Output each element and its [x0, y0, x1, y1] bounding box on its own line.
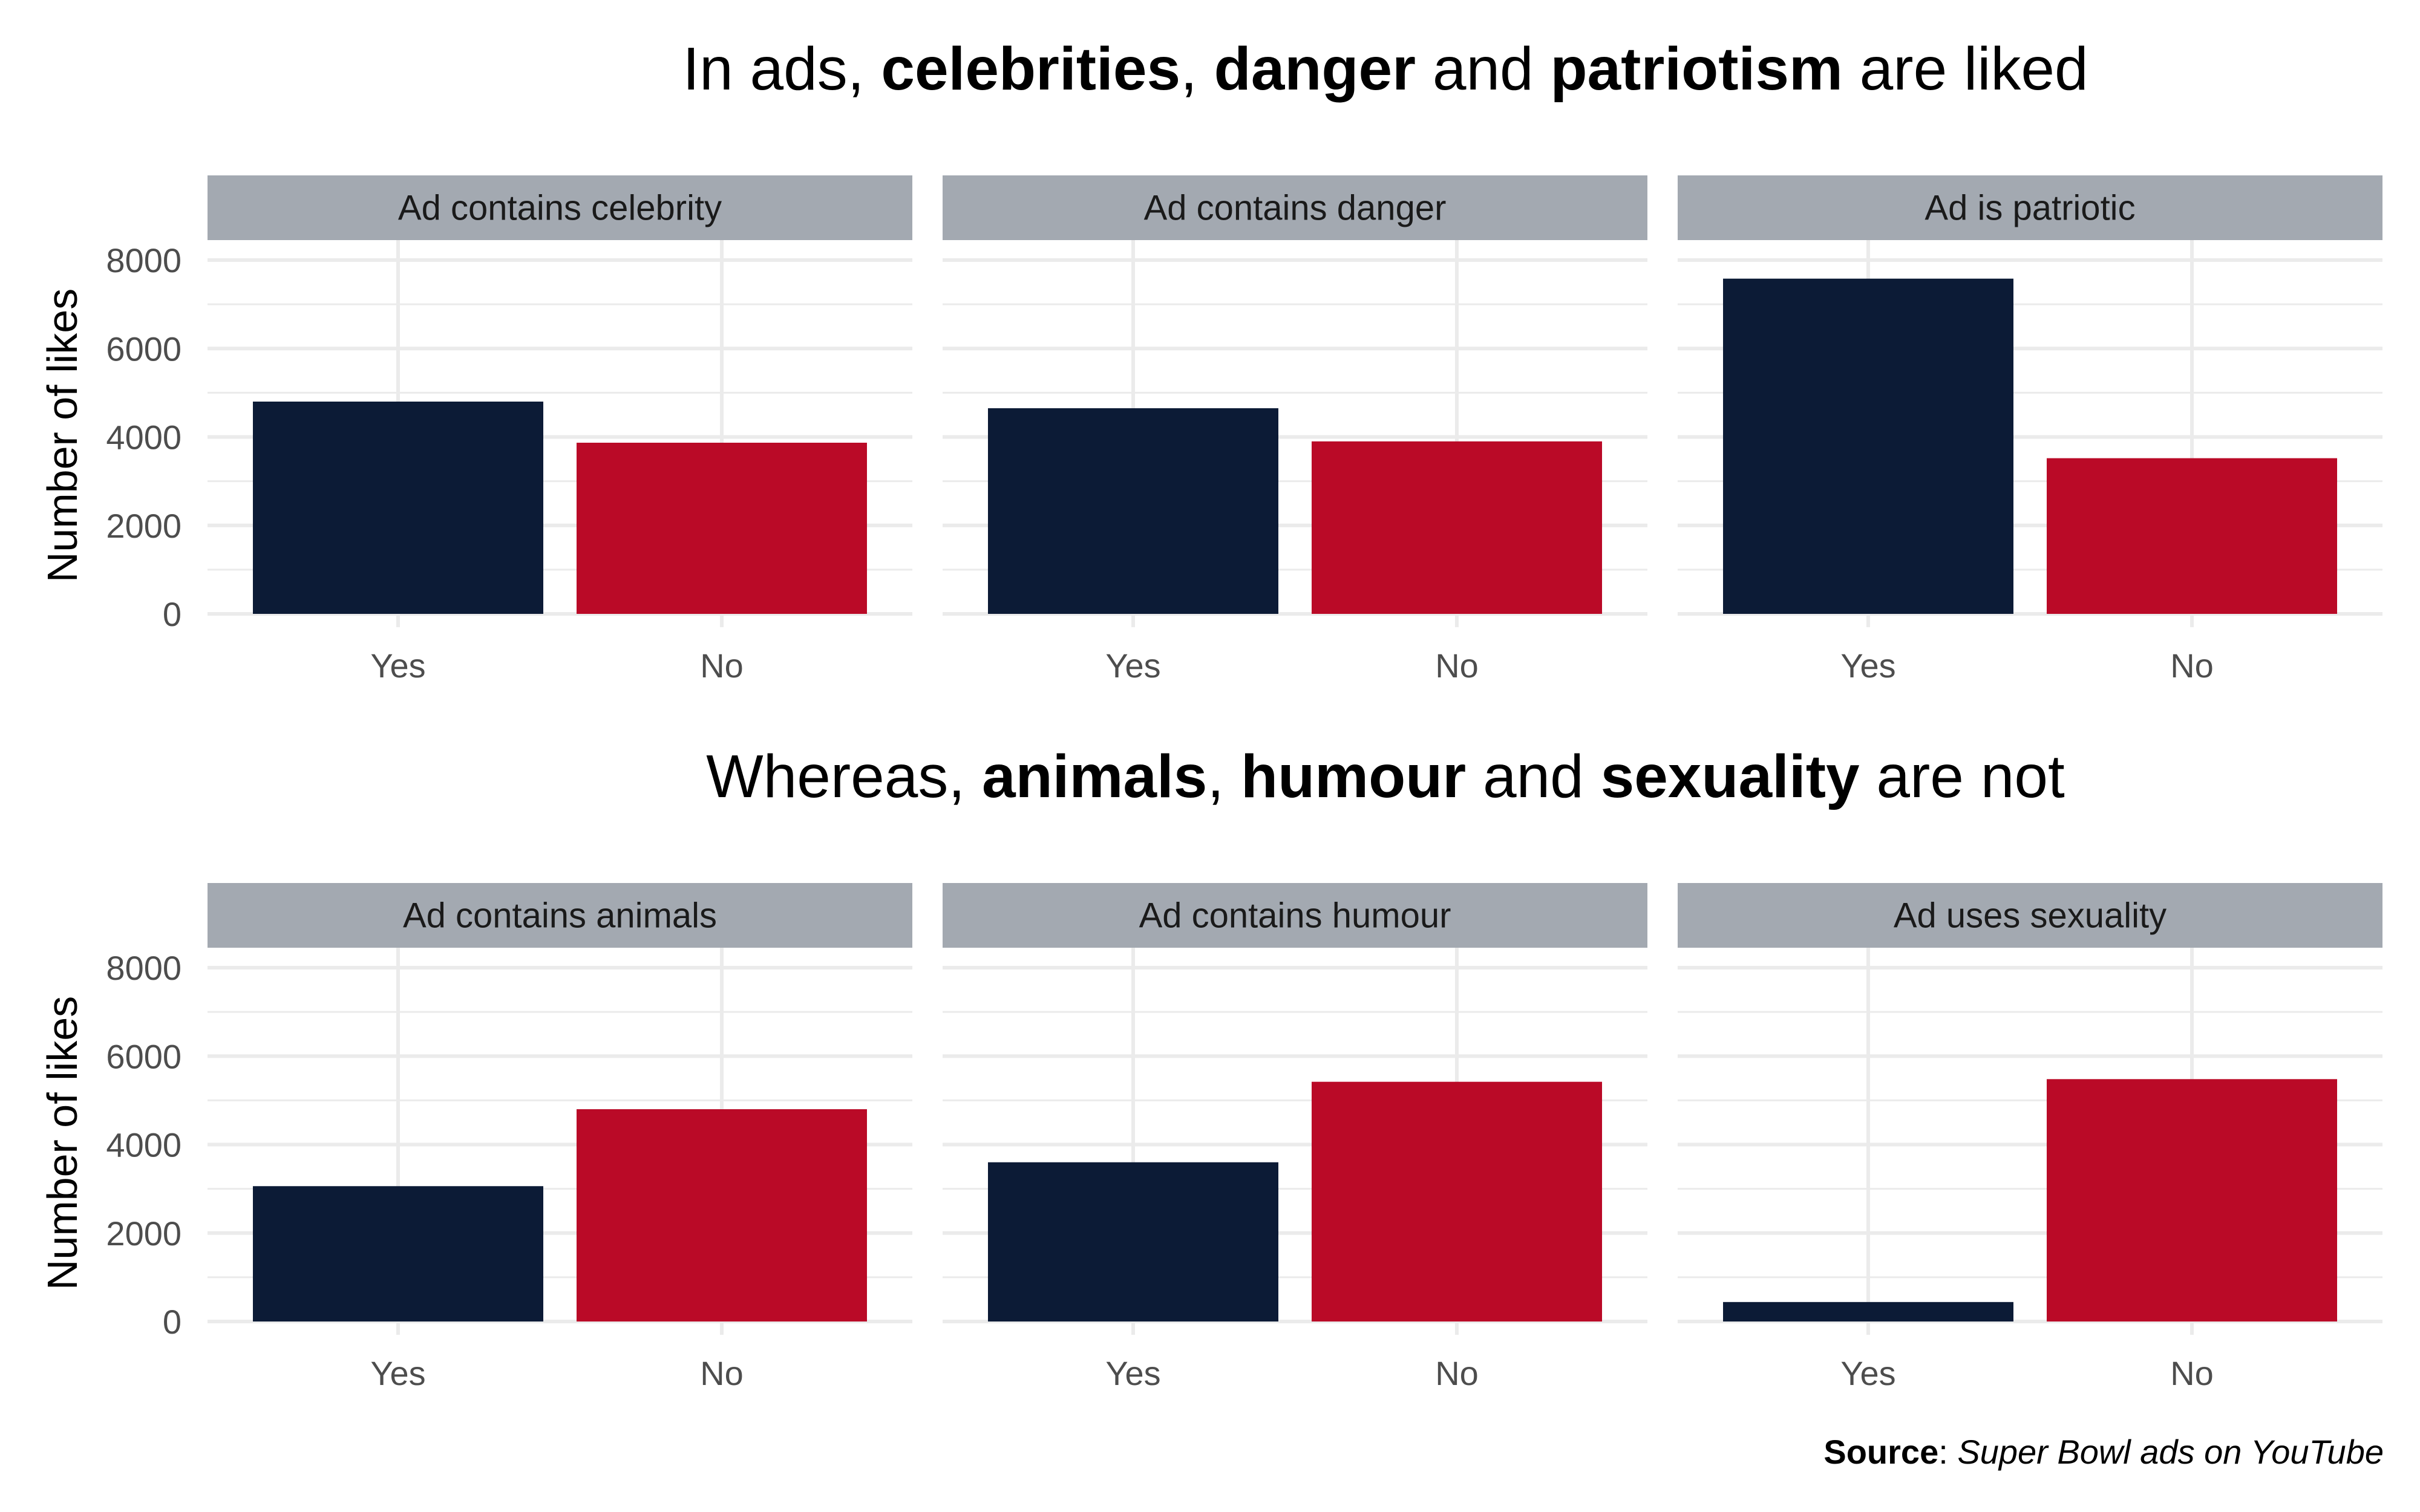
x-tick-label: No [700, 1354, 744, 1392]
facet-strip-label: Ad uses sexuality [1894, 896, 2167, 936]
x-tick-label: Yes [1105, 647, 1160, 685]
y-tick-label: 6000 [106, 1037, 182, 1075]
bar-no [1312, 441, 1602, 614]
facet-panel: Ad uses sexuality Yes No [1678, 883, 2382, 1392]
bar-no [577, 1109, 867, 1321]
facet-strip [943, 175, 1647, 240]
y-tick-label: 2000 [106, 1214, 182, 1253]
row-2-title: Whereas, animals, humour and sexuality a… [706, 743, 2065, 810]
x-tick-label: Yes [370, 1354, 425, 1392]
bar-yes [253, 402, 543, 614]
facet-strip [1678, 883, 2382, 948]
y-tick-label: 8000 [106, 949, 182, 987]
x-tick-label: Yes [1105, 1354, 1160, 1392]
y-tick-label: 2000 [106, 507, 182, 545]
facet-strip-label: Ad contains danger [1144, 189, 1447, 228]
facet-strip [208, 175, 912, 240]
bar-no [1312, 1081, 1602, 1321]
y-tick-label: 0 [163, 595, 182, 633]
bar-no [2047, 458, 2337, 614]
facet-strip-label: Ad is patriotic [1925, 189, 2135, 228]
y-tick-label: 4000 [106, 419, 182, 457]
bar-yes [253, 1186, 543, 1321]
facet-panel: Ad contains celebrity Yes No 0 2000 4000 6000 8… [106, 175, 912, 685]
x-tick-label: No [2170, 647, 2214, 685]
facet-panel: Ad is patriotic Yes No [1678, 175, 2382, 685]
x-tick-label: Yes [1840, 1354, 1895, 1392]
y-tick-label: 0 [163, 1303, 182, 1341]
facet-strip [943, 883, 1647, 948]
bar-yes [1723, 1302, 2013, 1321]
facet-panel: Ad contains danger Yes No [943, 175, 1647, 685]
bar-no [577, 443, 867, 614]
facet-strip-label: Ad contains animals [403, 896, 717, 936]
x-tick-label: No [1435, 647, 1479, 685]
x-tick-label: No [700, 647, 744, 685]
row-2-y-axis-title: Number of likes [39, 996, 86, 1290]
x-tick-label: No [2170, 1354, 2214, 1392]
y-tick-label: 6000 [106, 330, 182, 368]
x-tick-label: Yes [1840, 647, 1895, 685]
x-tick-label: No [1435, 1354, 1479, 1392]
facet-panel: Ad contains humour Yes No [943, 883, 1647, 1392]
bar-yes [988, 408, 1278, 614]
x-tick-label: Yes [370, 647, 425, 685]
source-caption: Source: Super Bowl ads on YouTube [1823, 1433, 2384, 1471]
facet-strip-label: Ad contains humour [1139, 896, 1451, 936]
row-1-y-axis-title: Number of likes [39, 288, 86, 582]
facet-strip-label: Ad contains celebrity [398, 189, 722, 228]
facet-strip [208, 883, 912, 948]
facet-panels: Ad contains celebrity Yes No 0 2000 4000 6000 8… [106, 175, 2382, 1392]
y-tick-label: 8000 [106, 241, 182, 279]
facet-panel: Ad contains animals Yes No 0 2000 4000 6000 800… [106, 883, 912, 1392]
bar-no [2047, 1079, 2337, 1321]
row-1-title: In ads, celebrities, danger and patrioti… [682, 35, 2088, 103]
y-tick-label: 4000 [106, 1126, 182, 1164]
facet-strip [1678, 175, 2382, 240]
bar-yes [1723, 278, 2013, 614]
bar-yes [988, 1162, 1278, 1321]
